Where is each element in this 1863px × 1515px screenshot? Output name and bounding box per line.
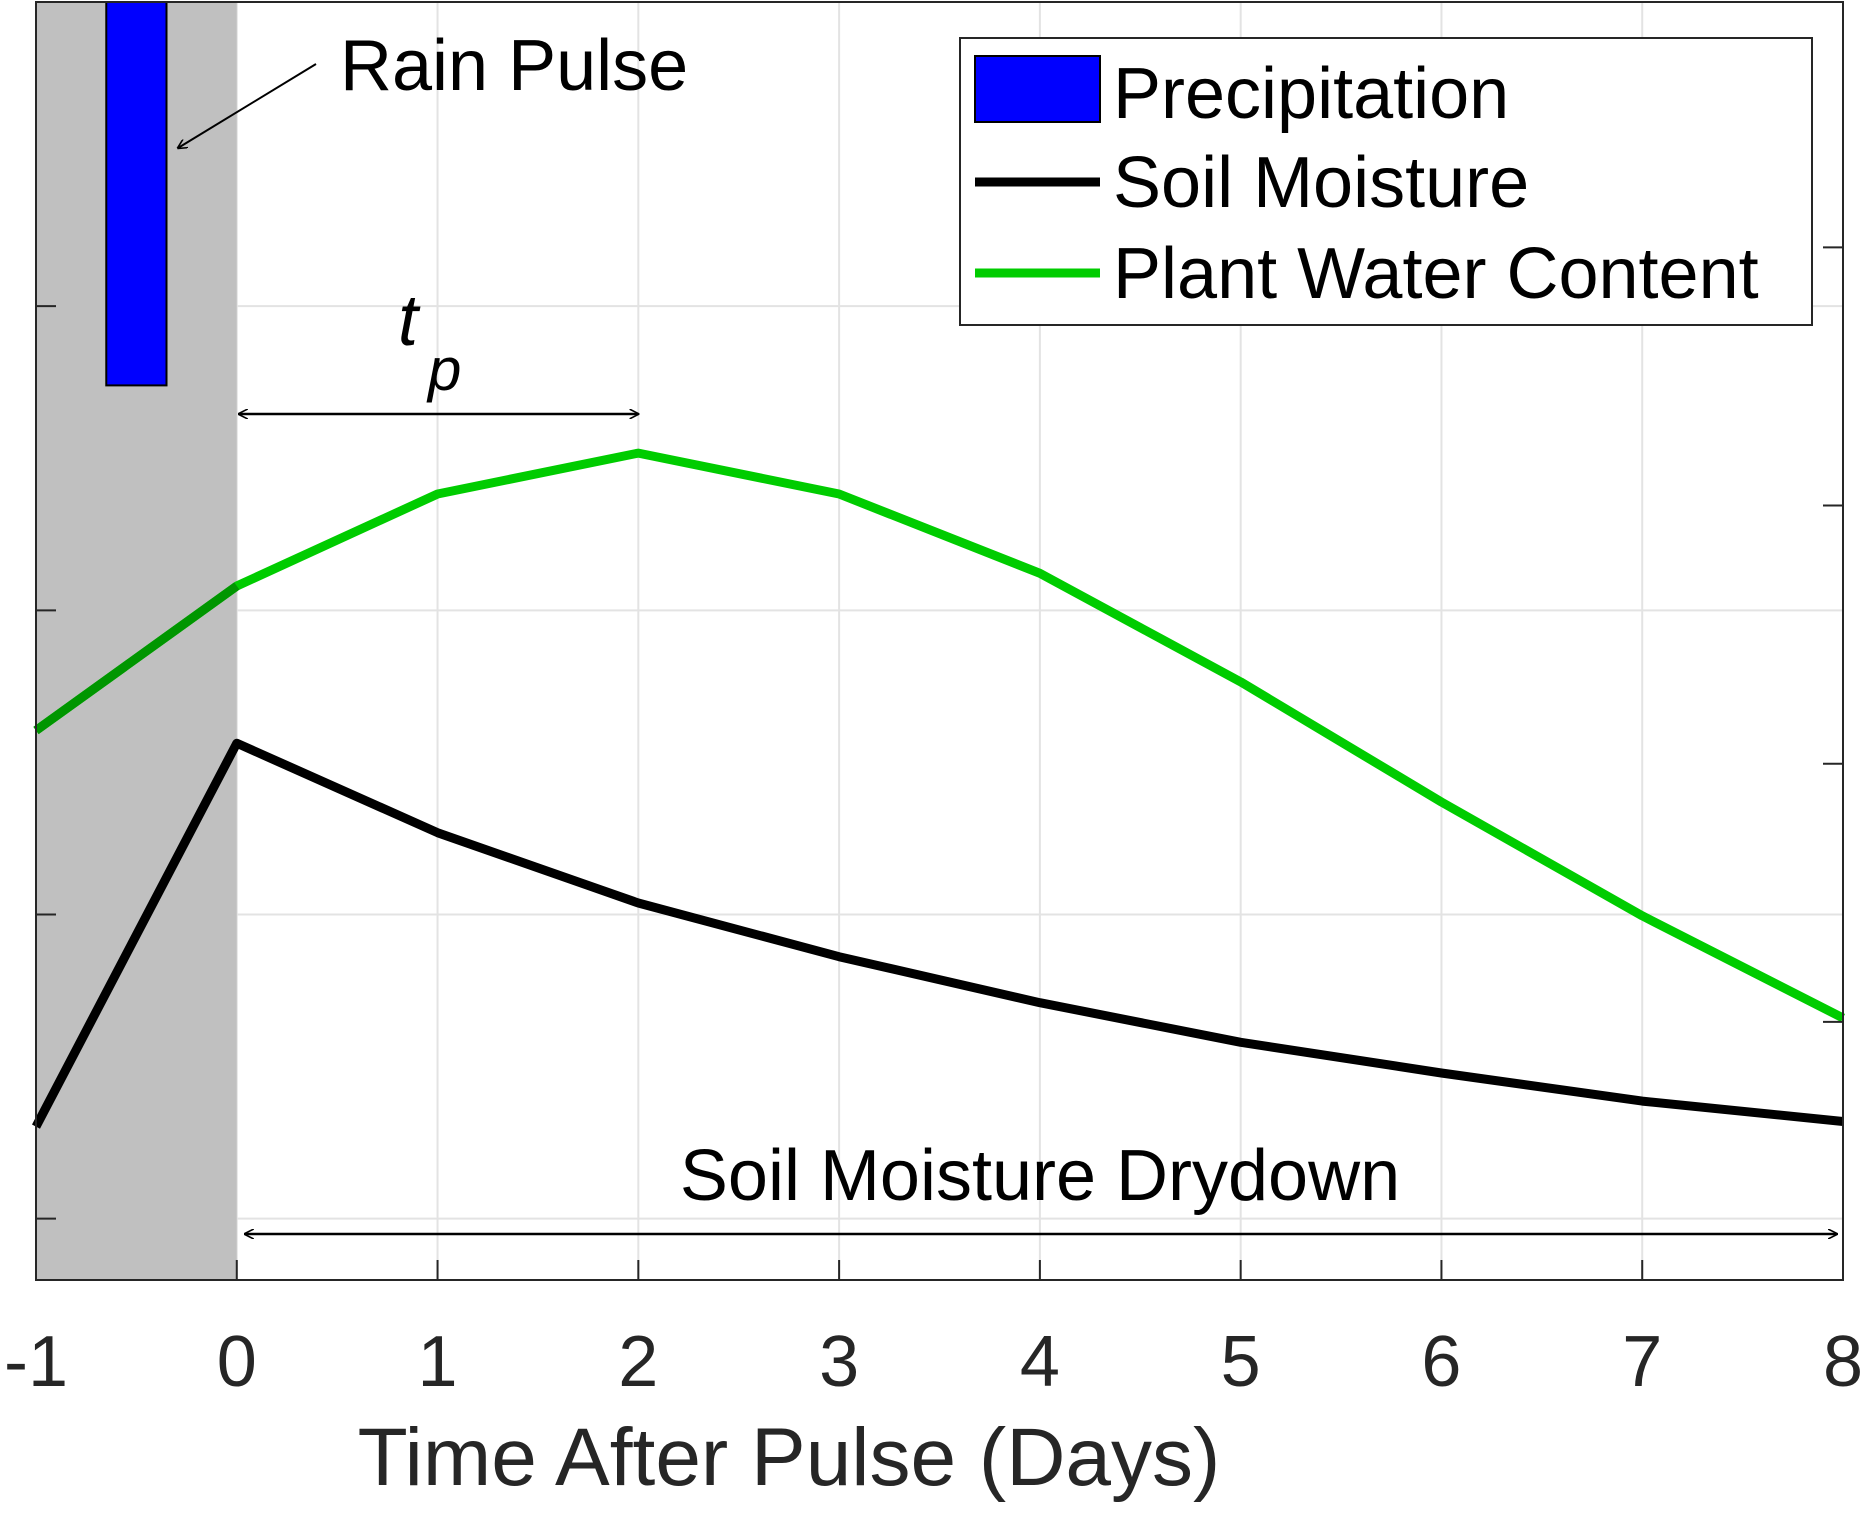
- rain-pulse-arrow: [178, 63, 317, 148]
- x-tick-label: -1: [4, 1322, 68, 1402]
- x-tick-label: 8: [1823, 1322, 1863, 1402]
- line-soil-moisture: [32, 738, 1844, 1129]
- line-plant-water-content: [33, 448, 1846, 1023]
- tp-sub: p: [426, 336, 461, 403]
- axes-box: [35, 1, 1844, 1281]
- series-lines: [32, 448, 1846, 1129]
- axes-frame: [35, 1, 1844, 1281]
- drydown-label: Soil Moisture Drydown: [680, 1136, 1400, 1216]
- rain-pulse-label: Rain Pulse: [340, 26, 688, 106]
- precipitation-bars: [105, 1, 168, 387]
- legend-label-plant-water-content: Plant Water Content: [1113, 234, 1759, 314]
- x-tick-label: 7: [1622, 1322, 1662, 1402]
- x-tick-label: 5: [1221, 1322, 1261, 1402]
- x-axis: -1 0 1 2 3 4 5 6 7 8: [4, 1260, 1863, 1402]
- x-tick-label: 2: [618, 1322, 658, 1402]
- legend: Precipitation Soil Moisture Plant Water …: [959, 37, 1813, 326]
- tp-main: t: [398, 281, 421, 361]
- tp-label: tp: [398, 281, 461, 403]
- bar-precipitation: [105, 1, 168, 387]
- x-tick-label: 1: [418, 1322, 458, 1402]
- x-tick-label: 4: [1020, 1322, 1060, 1402]
- legend-label-precipitation: Precipitation: [1113, 54, 1509, 134]
- x-axis-label: Time After Pulse (Days): [358, 1412, 1221, 1503]
- legend-label-soil-moisture: Soil Moisture: [1113, 143, 1529, 223]
- line-plant-water-content-shaded: [33, 582, 240, 735]
- x-tick-label: 3: [819, 1322, 859, 1402]
- x-tick-label: 0: [217, 1322, 257, 1402]
- x-tick-label: 6: [1421, 1322, 1461, 1402]
- legend-swatch-precipitation: [974, 55, 1101, 123]
- legend-box: [959, 37, 1813, 326]
